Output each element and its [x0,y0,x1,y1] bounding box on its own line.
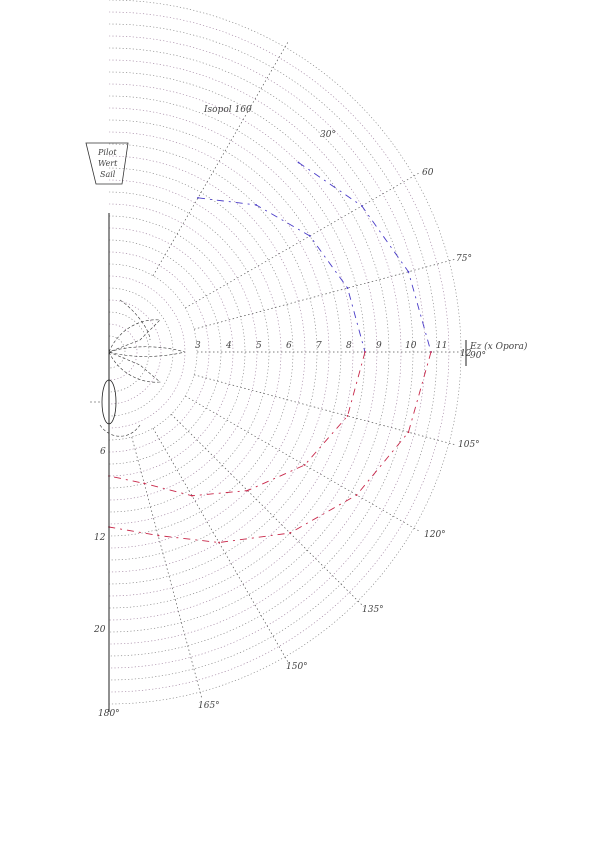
grid-ring [108,287,174,417]
series-point-2-0 [364,351,366,353]
angle-label-135: 135° [362,605,384,615]
series-point-0-2 [309,235,311,237]
grid-ring [108,215,246,489]
polar-curves [108,161,432,544]
angle-label-75: 75° [456,254,472,264]
angle-label-105: 105° [458,440,480,450]
grid-ring [108,323,138,381]
grid-ring [108,0,462,705]
series-point-3-3 [289,532,291,534]
series-point-0-0 [197,196,199,199]
ring-label-9: 9 [376,341,382,351]
grid-spokes [131,41,467,698]
grid-ring [108,179,282,525]
ring-label-5: 5 [256,341,262,351]
grid-ring [108,143,318,561]
grid-ring [108,191,270,513]
series-point-2-2 [303,464,306,466]
grid-spoke-60 [185,172,420,309]
series-point-3-0 [430,351,432,353]
grid-spoke-75 [193,259,455,330]
grid-spoke-150 [152,428,289,663]
corner-note-line-2: Wert [98,159,118,168]
corner-note: Pilot Wert Sail [85,142,129,185]
grid-ring [108,71,390,633]
grid-ring [108,263,198,441]
grid-ring [108,35,426,669]
angle-label-120: 120° [424,530,446,540]
series-point-3-2 [355,494,358,496]
ring-label-3: 3 [195,341,201,351]
grid-spoke-105 [193,374,455,445]
axis-label-line-2: 90° [470,351,486,361]
corner-note-line-1: Pilot [97,148,117,157]
angle-label-180: 180° [98,709,120,719]
series-point-2-3 [246,489,249,492]
series-curve-2 [108,351,366,497]
scale-label-12: 12 [94,533,106,543]
grid-ring [108,311,150,393]
ring-label-12: 12 [460,349,472,359]
grid-ring [108,155,306,549]
ring-label-8: 8 [346,341,352,351]
series-point-3-1 [407,431,410,434]
grid-ring [108,59,402,645]
grid-ring [108,275,186,429]
scale-label-20: 20 [93,625,106,635]
grid-ring [108,239,222,465]
grid-ring [108,251,210,453]
grid-ring [108,23,438,681]
series-point-2-4 [191,494,193,497]
angle-label-165: 165° [198,701,220,711]
grid-spoke-135 [170,413,363,606]
series-point-2-1 [346,415,349,417]
ring-label-11: 11 [436,341,447,351]
series-point-1-0 [297,161,300,164]
grid-spoke-30 [152,41,289,276]
grid-spoke-120 [185,395,420,532]
series-point-0-3 [346,287,349,289]
series-curve-3 [108,351,432,543]
axis-label-line-1: Ez (x Opora) [469,341,528,352]
angle-label-150: 150° [286,662,308,672]
angle-label-60: 60 [422,168,434,178]
series-point-1-1 [360,205,363,207]
series-point-2-5 [143,482,146,485]
series-point-0-1 [255,204,257,206]
corner-note-line-3: Sail [100,170,116,179]
series-point-3-4 [218,541,220,544]
ring-label-6: 6 [286,341,292,351]
grid-ring [108,299,162,405]
angle-label-30: 30° [320,130,336,140]
grid-ring [108,335,126,369]
grid-spoke-165 [131,436,202,698]
series-curve-1 [298,162,432,353]
ring-label-4: 4 [225,341,232,351]
boat-sketch-icon [90,299,187,437]
grid-ring [108,203,258,501]
diagram-title: Isopol 160 [203,105,252,115]
series-point-1-2 [407,270,410,273]
grid-ring [108,131,330,573]
grid-ring [108,107,354,597]
series-point-3-5 [157,534,160,537]
ring-label-7: 7 [316,341,322,351]
grid-ring [108,167,294,537]
scale-label-6: 6 [100,447,106,457]
ring-label-10: 10 [405,341,417,351]
